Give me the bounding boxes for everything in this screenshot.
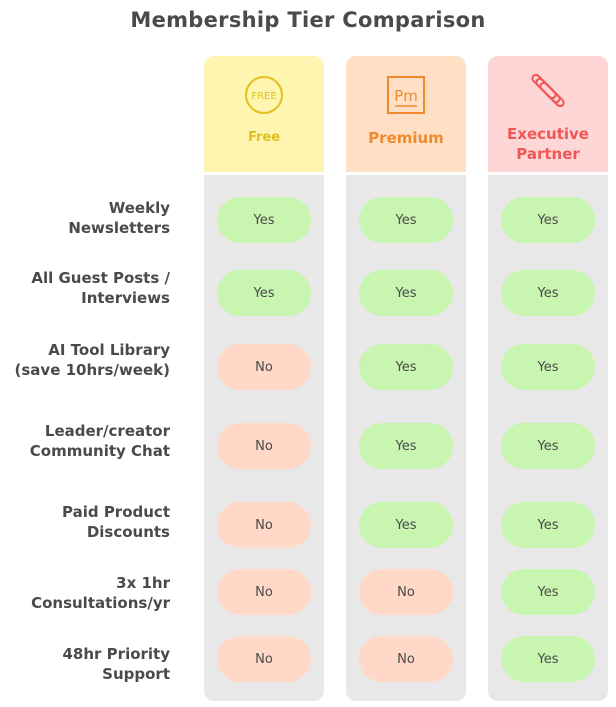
- tier-name-line: Executive: [507, 125, 589, 143]
- cell-premium-priority-support: No: [359, 636, 453, 682]
- cell-executive-discounts: Yes: [501, 502, 595, 548]
- cell-executive-priority-support: Yes: [501, 636, 595, 682]
- tier-name-premium: Premium: [368, 128, 444, 148]
- feature-label-line: Weekly: [108, 199, 170, 217]
- tier-header-executive-partner: Executive Partner: [488, 56, 608, 175]
- cell-premium-community-chat: Yes: [359, 423, 453, 469]
- free-badge-icon: FREE: [243, 74, 285, 116]
- feature-label-line: Paid Product: [62, 503, 170, 521]
- feature-label-guest-posts: All Guest Posts / Interviews: [4, 268, 170, 308]
- tier-header-premium: Pm Premium: [346, 56, 466, 175]
- tier-column-executive-partner: Executive Partner Yes Yes Yes Yes Yes Ye…: [488, 56, 608, 701]
- cell-free-consultations: No: [217, 569, 311, 615]
- feature-label-community-chat: Leader/creator Community Chat: [4, 421, 170, 461]
- cell-executive-community-chat: Yes: [501, 423, 595, 469]
- cell-free-discounts: No: [217, 502, 311, 548]
- tier-name-line: Free: [247, 130, 281, 145]
- tier-column-premium: Pm Premium Yes Yes Yes Yes Yes No No: [346, 56, 466, 701]
- feature-label-line: Consultations/yr: [31, 594, 170, 612]
- cell-free-weekly-newsletters: Yes: [217, 197, 311, 243]
- cell-executive-consultations: Yes: [501, 569, 595, 615]
- cell-free-guest-posts: Yes: [217, 270, 311, 316]
- cell-executive-weekly-newsletters: Yes: [501, 197, 595, 243]
- feature-label-consultations: 3x 1hr Consultations/yr: [4, 573, 170, 613]
- tier-header-free: FREE Free: [204, 56, 324, 175]
- cell-free-priority-support: No: [217, 636, 311, 682]
- cell-premium-guest-posts: Yes: [359, 270, 453, 316]
- tier-name-line: Premium: [368, 129, 444, 147]
- feature-label-discounts: Paid Product Discounts: [4, 502, 170, 542]
- svg-text:FREE: FREE: [251, 91, 276, 102]
- feature-label-line: Community Chat: [29, 442, 170, 460]
- cell-executive-ai-tool-library: Yes: [501, 344, 595, 390]
- feature-label-line: AI Tool Library: [48, 341, 170, 359]
- cell-executive-guest-posts: Yes: [501, 270, 595, 316]
- pm-icon: Pm: [385, 74, 427, 116]
- cell-premium-weekly-newsletters: Yes: [359, 197, 453, 243]
- page-title: Membership Tier Comparison: [130, 8, 486, 32]
- feature-label-line: All Guest Posts /: [31, 269, 170, 287]
- feature-label-line: Interviews: [81, 289, 170, 307]
- feature-label-line: (save 10hrs/week): [14, 361, 170, 379]
- svg-text:Pm: Pm: [394, 87, 418, 105]
- cell-free-ai-tool-library: No: [217, 344, 311, 390]
- feature-label-line: Discounts: [86, 523, 170, 541]
- cell-premium-discounts: Yes: [359, 502, 453, 548]
- feature-label-ai-tool-library: AI Tool Library (save 10hrs/week): [4, 340, 170, 380]
- pencil-stack-icon: [527, 74, 569, 116]
- tier-name-line: Partner: [516, 145, 580, 163]
- feature-label-line: Newsletters: [68, 219, 170, 237]
- cell-free-community-chat: No: [217, 423, 311, 469]
- feature-label-line: Leader/creator: [44, 422, 170, 440]
- feature-label-line: 3x 1hr: [116, 574, 170, 592]
- feature-label-line: 48hr Priority: [62, 645, 171, 663]
- feature-label-weekly-newsletters: Weekly Newsletters: [4, 198, 170, 238]
- tier-name-free: Free: [248, 128, 280, 148]
- cell-premium-consultations: No: [359, 569, 453, 615]
- tier-name-executive-partner: Executive Partner: [507, 124, 589, 164]
- feature-label-line: Support: [102, 665, 170, 683]
- tier-column-free: FREE Free Yes Yes No No No No No: [204, 56, 324, 701]
- cell-premium-ai-tool-library: Yes: [359, 344, 453, 390]
- feature-label-priority-support: 48hr Priority Support: [4, 644, 171, 684]
